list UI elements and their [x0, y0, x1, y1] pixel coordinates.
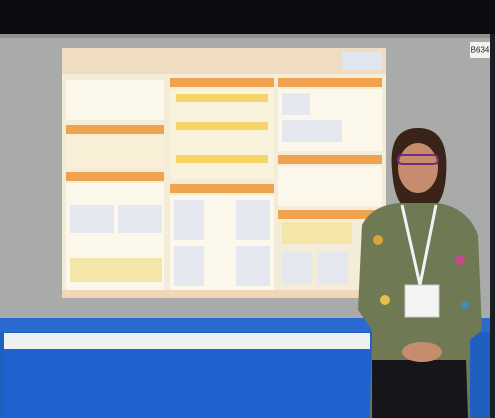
blouse-pattern: [380, 295, 390, 305]
hands: [402, 342, 442, 362]
ceiling: [0, 0, 495, 34]
poster-table: [282, 222, 352, 244]
booth-label: B634: [471, 46, 490, 55]
poster-section: [66, 136, 164, 168]
poster-section-header: [66, 172, 164, 181]
poster-figure: [70, 205, 114, 233]
blouse-pattern: [455, 255, 465, 265]
poster-highlight: [176, 155, 268, 163]
face: [398, 143, 438, 193]
poster-chart: [282, 252, 312, 284]
poster-section-header: [170, 184, 274, 193]
poster-header: [62, 48, 386, 74]
table-top: [4, 333, 370, 349]
poster-section-header: [66, 125, 164, 134]
board-frame: [0, 34, 490, 38]
poster-intro: [66, 80, 164, 120]
blouse-pattern: [373, 235, 383, 245]
poster: [62, 48, 386, 298]
poster-figure: [236, 200, 270, 240]
poster-section: [170, 89, 274, 179]
poster-figure: [174, 246, 204, 286]
poster-highlight: [176, 94, 268, 102]
poster-table: [70, 258, 162, 282]
booth-sign: [470, 42, 490, 58]
presenter: [358, 128, 482, 418]
poster-footer: [62, 290, 386, 298]
poster-section-header: [170, 78, 274, 87]
poster-figure: [118, 205, 162, 233]
name-badge: [404, 284, 440, 318]
poster-figure: [282, 120, 342, 142]
black-pants: [372, 360, 468, 418]
poster-section-header: [278, 155, 382, 164]
poster-section-header: [278, 78, 382, 87]
poster-figure: [282, 93, 310, 115]
poster-chart: [318, 252, 348, 284]
poster-section: [278, 166, 382, 206]
blouse-pattern: [461, 301, 469, 309]
poster-logos: [342, 52, 382, 70]
table-cloth: [4, 349, 370, 418]
poster-figure: [236, 246, 270, 286]
poster-figure: [174, 200, 204, 240]
glasses: [397, 154, 439, 165]
poster-section-header: [278, 210, 382, 219]
poster-highlight: [176, 122, 268, 130]
